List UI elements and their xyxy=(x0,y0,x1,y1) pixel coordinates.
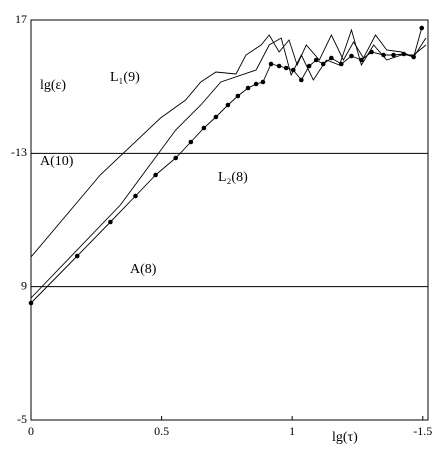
y-tick-label: -5 xyxy=(17,412,27,426)
point xyxy=(411,54,416,60)
plot-frame xyxy=(30,19,429,421)
point xyxy=(133,193,138,199)
point xyxy=(313,57,319,63)
point xyxy=(213,114,219,120)
point xyxy=(253,81,259,87)
x-tick-label: -1.5 xyxy=(413,424,432,438)
point xyxy=(359,57,364,63)
point xyxy=(401,51,407,57)
line xyxy=(30,28,427,299)
y-tick-label: 17 xyxy=(15,12,27,26)
line xyxy=(30,33,427,258)
point xyxy=(320,61,326,67)
point xyxy=(201,125,207,131)
point xyxy=(245,85,251,91)
point xyxy=(28,300,34,306)
point xyxy=(108,219,113,225)
point xyxy=(419,25,425,31)
x-tick-label: 0 xyxy=(28,424,34,438)
x-axis-label: lg(τ) xyxy=(332,430,358,445)
point xyxy=(153,172,158,178)
point xyxy=(188,139,194,145)
curve-label: A(10) xyxy=(40,154,74,169)
point xyxy=(349,53,354,59)
point xyxy=(369,49,374,55)
x-tick-label: 1 xyxy=(289,424,295,438)
curve-label: L₂(8) xyxy=(218,170,248,185)
point xyxy=(173,155,178,161)
point xyxy=(391,52,396,58)
point xyxy=(260,79,266,85)
point xyxy=(235,93,241,99)
point xyxy=(276,63,282,69)
curve-label: A(8) xyxy=(130,262,157,277)
point xyxy=(290,67,296,73)
point xyxy=(299,77,304,83)
y-tick-label: 9 xyxy=(21,278,27,292)
point xyxy=(283,65,289,71)
curve-label: L₁(9) xyxy=(110,70,140,85)
point xyxy=(306,63,312,69)
point xyxy=(338,61,344,67)
y-tick-label: -13 xyxy=(11,145,27,159)
point xyxy=(74,253,80,259)
x-tick-label: 0.5 xyxy=(154,424,169,438)
point xyxy=(329,55,334,61)
y-axis-label: lg(ε) xyxy=(40,78,66,93)
line xyxy=(30,27,423,304)
point xyxy=(225,102,231,108)
point xyxy=(268,61,274,67)
point xyxy=(381,52,386,58)
